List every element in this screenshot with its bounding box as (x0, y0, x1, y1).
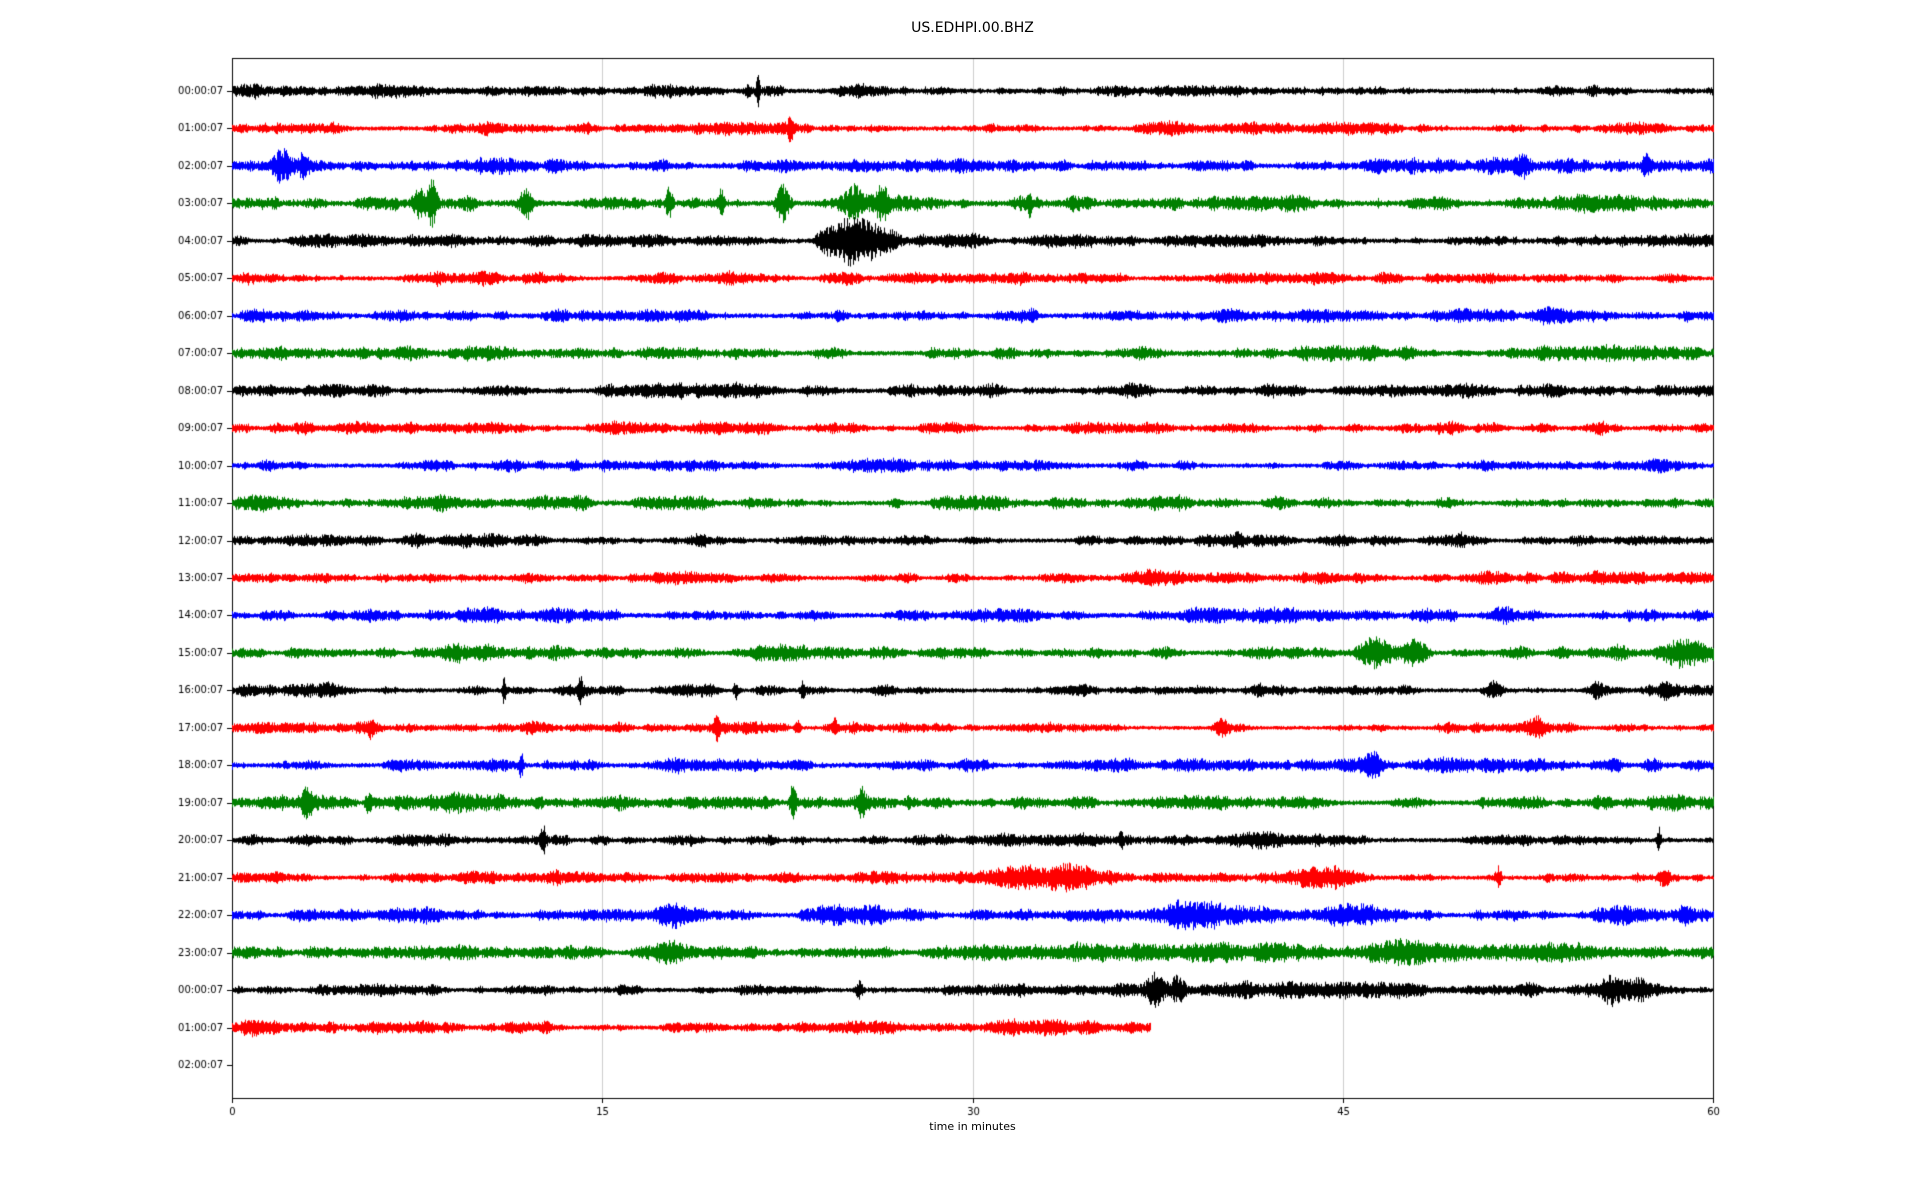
chart-title: US.EDHPI.00.BHZ (911, 20, 1034, 36)
x-axis-label: time in minutes (929, 1120, 1016, 1133)
